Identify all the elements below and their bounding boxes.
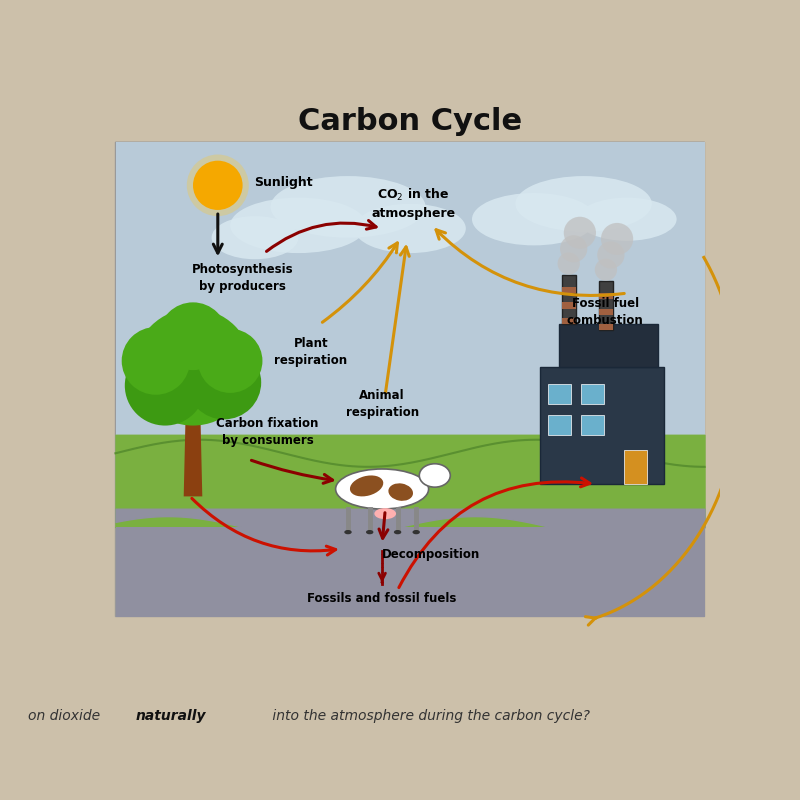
Circle shape	[564, 217, 596, 249]
Text: Plant
respiration: Plant respiration	[274, 337, 347, 366]
Text: Carbon Cycle: Carbon Cycle	[298, 107, 522, 136]
Text: on dioxide: on dioxide	[28, 710, 105, 723]
Circle shape	[122, 327, 190, 394]
Ellipse shape	[366, 530, 374, 534]
Text: Fossils and fossil fuels: Fossils and fossil fuels	[307, 591, 457, 605]
Ellipse shape	[374, 508, 396, 519]
Polygon shape	[581, 384, 604, 404]
Polygon shape	[562, 287, 575, 293]
Text: Decomposition: Decomposition	[382, 549, 480, 562]
Circle shape	[125, 346, 206, 426]
Circle shape	[598, 242, 625, 269]
Ellipse shape	[354, 204, 466, 253]
Ellipse shape	[350, 475, 383, 497]
Polygon shape	[562, 274, 575, 324]
Circle shape	[601, 223, 634, 255]
Circle shape	[560, 235, 587, 262]
Ellipse shape	[472, 193, 596, 246]
Circle shape	[198, 329, 262, 393]
Text: Carbon fixation
by consumers: Carbon fixation by consumers	[216, 417, 318, 446]
Text: Photosynthesis
by producers: Photosynthesis by producers	[192, 262, 294, 293]
Polygon shape	[581, 415, 604, 435]
Polygon shape	[115, 435, 705, 527]
Ellipse shape	[515, 176, 652, 231]
Circle shape	[594, 258, 617, 281]
Ellipse shape	[230, 198, 366, 253]
Polygon shape	[115, 142, 705, 454]
Circle shape	[159, 302, 227, 370]
Circle shape	[558, 253, 580, 274]
Ellipse shape	[211, 216, 298, 259]
Text: CO$_2$ in the
atmosphere: CO$_2$ in the atmosphere	[371, 187, 455, 220]
Ellipse shape	[394, 530, 402, 534]
Circle shape	[187, 154, 249, 216]
FancyBboxPatch shape	[115, 142, 705, 617]
Text: Fossil fuel
combustion: Fossil fuel combustion	[567, 297, 644, 326]
Polygon shape	[624, 450, 647, 484]
Ellipse shape	[336, 469, 429, 509]
Polygon shape	[599, 281, 613, 330]
Text: Sunlight: Sunlight	[254, 176, 312, 189]
Polygon shape	[599, 293, 613, 299]
Polygon shape	[115, 527, 705, 617]
Circle shape	[193, 161, 242, 210]
Ellipse shape	[388, 483, 413, 501]
Circle shape	[187, 346, 261, 419]
Polygon shape	[558, 324, 658, 367]
Polygon shape	[599, 309, 613, 314]
Ellipse shape	[419, 464, 450, 487]
Ellipse shape	[344, 530, 352, 534]
Ellipse shape	[578, 198, 677, 241]
Text: into the atmosphere during the carbon cycle?: into the atmosphere during the carbon cy…	[268, 710, 590, 723]
Ellipse shape	[270, 176, 426, 238]
Polygon shape	[540, 367, 664, 484]
Text: naturally: naturally	[136, 710, 206, 723]
Polygon shape	[562, 302, 575, 309]
Polygon shape	[599, 324, 613, 330]
Polygon shape	[548, 384, 571, 404]
Polygon shape	[548, 415, 571, 435]
Ellipse shape	[413, 530, 420, 534]
Polygon shape	[562, 318, 575, 324]
Text: Animal
respiration: Animal respiration	[346, 389, 418, 419]
Polygon shape	[184, 416, 202, 496]
Circle shape	[134, 309, 252, 426]
